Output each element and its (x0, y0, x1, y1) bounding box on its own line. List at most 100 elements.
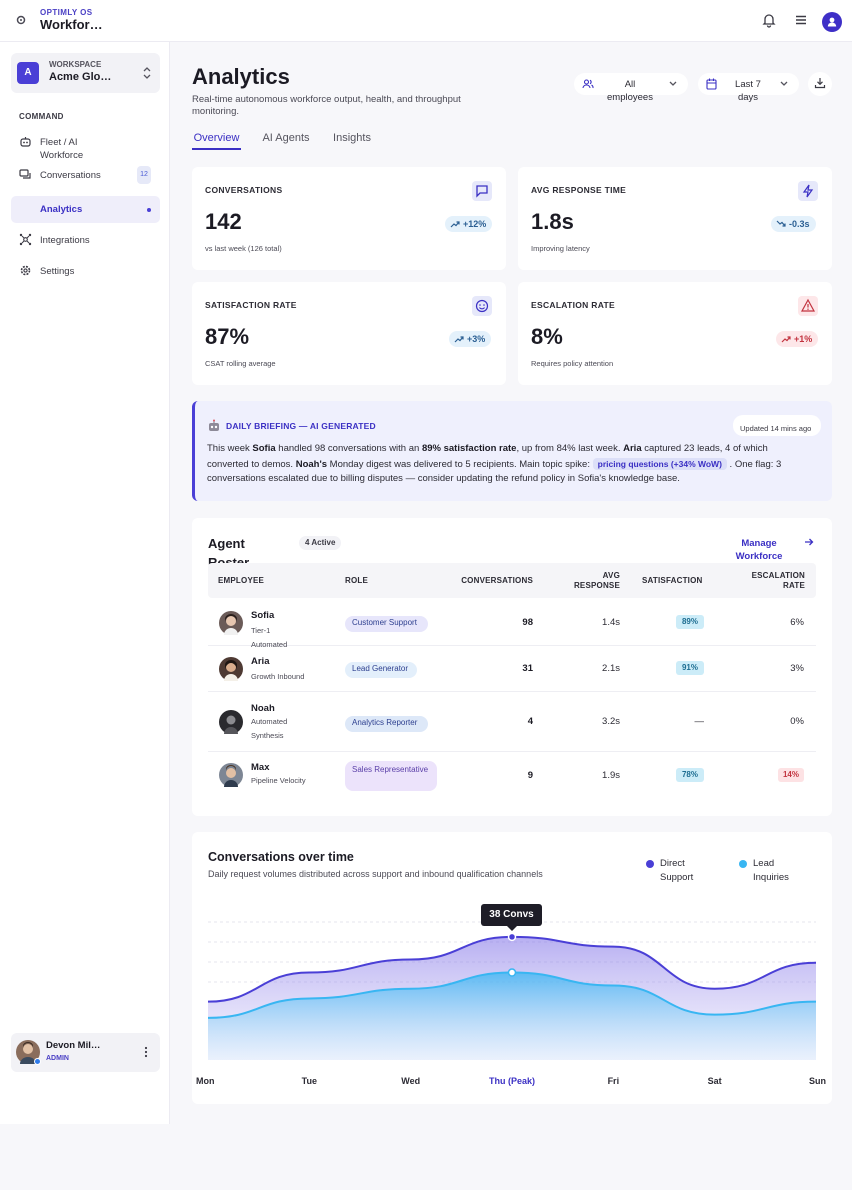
escalation-value: 6% (790, 617, 804, 628)
stat-value: 142 (205, 209, 242, 234)
sidebar-item-analytics[interactable]: Analytics (11, 196, 160, 223)
trend-up-icon (781, 336, 791, 343)
online-status-dot (34, 1058, 41, 1065)
x-tick-label: Fri (607, 1076, 620, 1086)
manage-workforce-link[interactable]: Manage Workforce (735, 538, 783, 562)
satisfaction-value: — (694, 716, 705, 727)
stat-title: AVG RESPONSE TIME (531, 185, 627, 195)
x-tick-label: Tue (301, 1076, 317, 1086)
page-subtitle: Real-time autonomous workforce output, h… (192, 94, 461, 117)
table-row[interactable]: Sofia Tier-1 Automated Customer Support … (208, 600, 816, 649)
conversations-value: 4 (527, 716, 533, 727)
integrations-icon (19, 233, 32, 246)
stat-note: Improving latency (531, 244, 590, 253)
stat-card-satisfaction: SATISFACTION RATE 87% +3% CSAT rolling a… (192, 282, 506, 385)
employee-filter-dropdown[interactable]: All employees (574, 73, 688, 103)
column-header: SATISFACTION (642, 576, 703, 585)
sidebar-item-label: Conversations (40, 170, 101, 181)
stat-title: ESCALATION RATE (531, 300, 615, 310)
data-point[interactable] (507, 968, 517, 977)
table-row[interactable]: Max Pipeline Velocity Sales Representati… (208, 752, 816, 808)
stat-delta-value: -0.3s (789, 219, 810, 229)
avatar (219, 710, 243, 734)
legend-label: Direct Support (660, 858, 694, 883)
stat-value: 8% (531, 324, 563, 349)
role-pill: Customer Support (345, 616, 428, 632)
sidebar-item-integrations[interactable]: Integrations (11, 232, 160, 248)
sidebar: A WORKSPACE Acme Glo… COMMAND Fleet / AI… (0, 42, 170, 1124)
briefing-title: DAILY BRIEFING — AI GENERATED (226, 421, 376, 431)
column-header: ROLE (345, 576, 369, 585)
trend-up-icon (454, 336, 464, 343)
user-name: Devon Mil… (46, 1040, 101, 1051)
stat-delta-value: +1% (794, 334, 813, 344)
avatar (219, 763, 243, 787)
chart-tooltip: 38 Convs (481, 904, 542, 926)
employee-name: Aria (251, 656, 270, 667)
arrow-right-icon[interactable] (804, 537, 814, 547)
sidebar-item-conversations[interactable]: Conversations 12 (11, 166, 160, 188)
x-tick-label: Thu (Peak) (488, 1076, 535, 1086)
table-row[interactable]: Noah Automated Synthesis Analytics Repor… (208, 692, 816, 752)
x-tick-label: Mon (196, 1076, 215, 1086)
role-pill: Lead Generator (345, 662, 417, 678)
current-user-card[interactable]: Devon Mil… ADMIN (11, 1033, 160, 1072)
trend-up-icon (450, 221, 460, 228)
agent-roster-card: Agent Roster 4 Active Manage Workforce E… (192, 518, 832, 816)
employee-filter-value: All employees (607, 79, 653, 103)
employee-desc: Pipeline Velocity (251, 776, 306, 785)
employee-desc: Automated Synthesis (251, 717, 288, 740)
chevron-down-icon (669, 81, 677, 86)
user-avatar-button[interactable] (822, 12, 842, 32)
download-button[interactable] (808, 72, 832, 96)
column-header: ESCALATION RATE (751, 571, 805, 590)
chart-title: Conversations over time (208, 850, 354, 864)
workspace-badge: A (17, 62, 39, 84)
bell-icon[interactable] (761, 12, 777, 28)
topic-chip[interactable]: pricing questions (+34% WoW) (592, 457, 727, 470)
calendar-icon (706, 78, 717, 90)
data-point[interactable] (507, 932, 517, 942)
brand-subtitle: OPTIMLY OS (40, 8, 93, 17)
stat-delta-badge: +12% (445, 216, 493, 232)
stat-card-escalation: ESCALATION RATE 8% +1% Requires policy a… (518, 282, 832, 385)
satisfaction-value: 78% (676, 768, 704, 782)
trend-down-icon (776, 220, 786, 227)
role-pill: Sales Representative (345, 761, 437, 791)
stat-note: Requires policy attention (531, 359, 614, 368)
more-vertical-icon[interactable] (142, 1045, 150, 1059)
daily-briefing-panel: DAILY BRIEFING — AI GENERATED Updated 14… (192, 401, 832, 501)
x-tick-label: Sat (707, 1076, 722, 1086)
page-title: Analytics (192, 64, 290, 89)
conversations-value: 31 (522, 663, 533, 674)
briefing-text: This week Sofia handled 98 conversations… (207, 443, 782, 484)
stat-delta-value: +12% (463, 219, 487, 229)
stat-delta-value: +3% (467, 334, 486, 344)
date-range-dropdown[interactable]: Last 7 days (698, 73, 799, 103)
stat-card-avg-response: AVG RESPONSE TIME 1.8s -0.3s Improving l… (518, 167, 832, 270)
sidebar-item-fleet[interactable]: Fleet / AI Workforce (11, 136, 160, 162)
tab-ai-agents[interactable]: AI Agents (262, 132, 310, 144)
warning-icon (798, 296, 818, 316)
chat-icon (19, 169, 31, 179)
menu-icon[interactable] (793, 12, 809, 28)
tab-insights[interactable]: Insights (333, 132, 371, 144)
escalation-value: 14% (778, 768, 804, 782)
avg-response-value: 2.1s (602, 663, 620, 674)
table-row[interactable]: Aria Growth Inbound Lead Generator 31 2.… (208, 646, 816, 692)
sidebar-item-label: Integrations (40, 235, 90, 246)
stat-card-conversations: CONVERSATIONS 142 +12% vs last week (126… (192, 167, 506, 270)
escalation-value: 0% (790, 716, 804, 727)
sidebar-item-label: Settings (40, 266, 75, 277)
sidebar-item-settings[interactable]: Settings (11, 263, 160, 279)
column-header: CONVERSATIONS (461, 576, 533, 585)
escalation-value: 3% (790, 663, 804, 674)
stat-value: 1.8s (531, 209, 574, 234)
stat-delta-badge: +1% (776, 331, 819, 347)
brand-logo-icon (16, 15, 26, 25)
tab-overview[interactable]: Overview (193, 132, 240, 144)
table-header: EMPLOYEE ROLE CONVERSATIONS AVG RESPONSE… (208, 563, 816, 598)
avg-response-value: 3.2s (602, 716, 620, 727)
workspace-switcher[interactable]: A WORKSPACE Acme Glo… (11, 53, 160, 93)
briefing-updated-badge: Updated 14 mins ago (733, 415, 821, 436)
